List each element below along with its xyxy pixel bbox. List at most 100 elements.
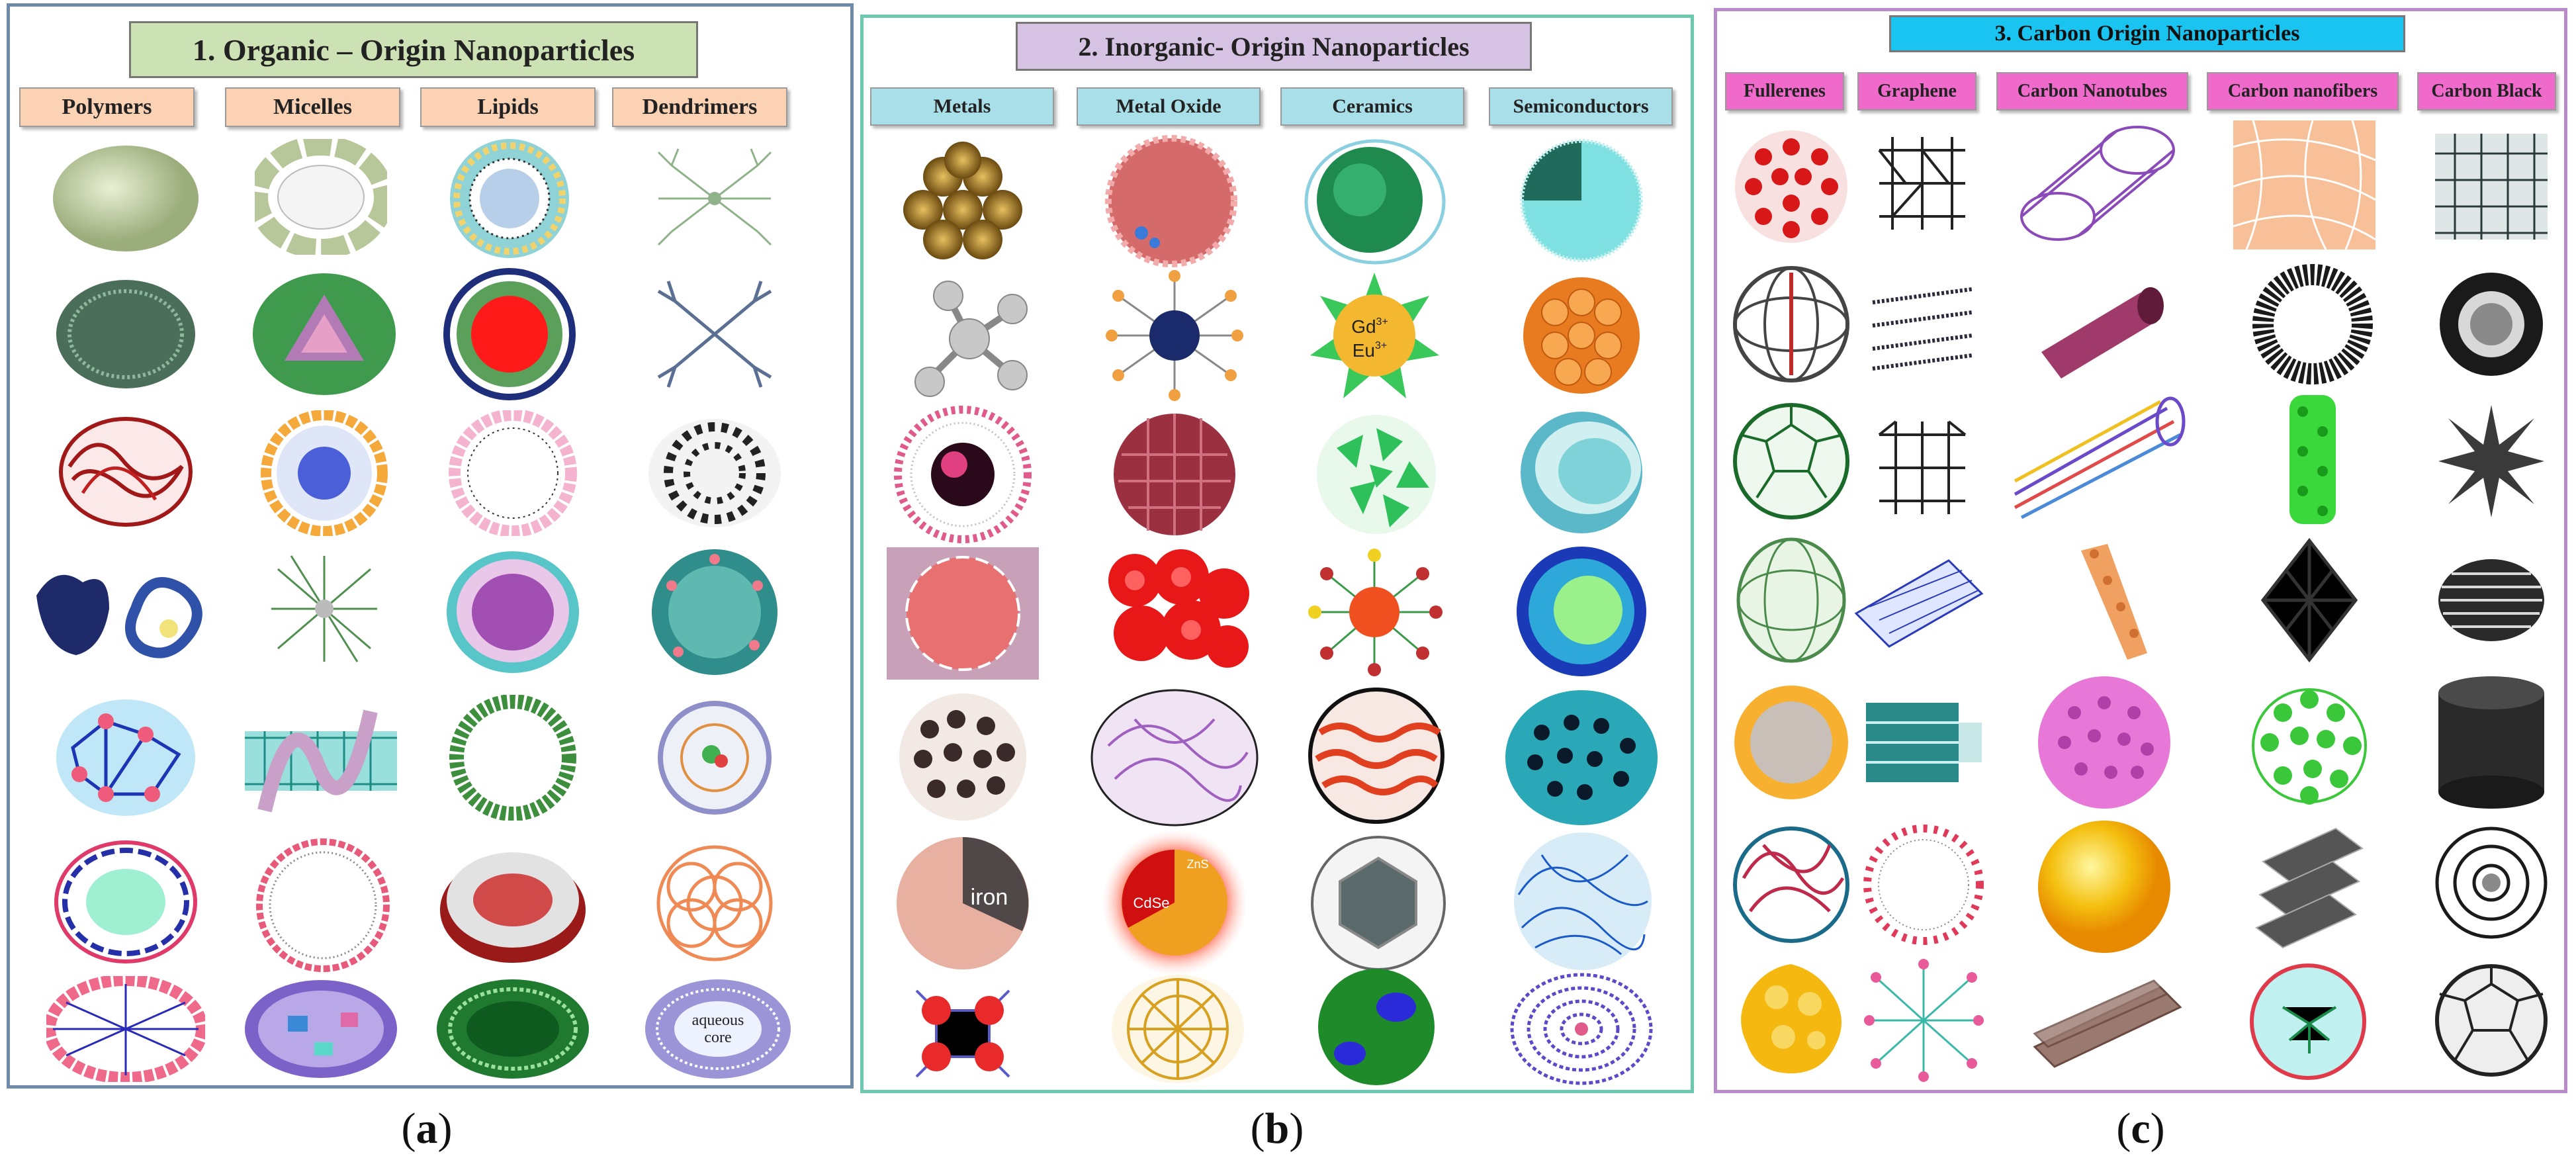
column-header-polymers: Polymers — [19, 87, 195, 127]
column-header-semiconductors: Semiconductors — [1489, 87, 1673, 126]
column-header-graphene: Graphene — [1857, 72, 1976, 111]
inorganic-panel-title: 2. Inorganic- Origin Nanoparticles — [1016, 22, 1532, 71]
nanotube-maroon-cylinder-illustration — [2028, 273, 2174, 379]
nanotube-bundle-illustration — [2028, 974, 2187, 1073]
semiconductor-faceted-illustration — [1515, 273, 1648, 398]
semiconductor-layered-illustration — [1515, 405, 1648, 541]
metal-oxide-faceted-illustration — [1108, 408, 1241, 541]
fullerene-tangle-illustration — [1730, 819, 1853, 951]
graphene-tube-illustration — [1859, 690, 1985, 795]
polymer-protein-illustration — [30, 556, 215, 668]
column-header-carbon-nanotubes: Carbon Nanotubes — [1996, 72, 2188, 111]
micelle-orange-shell-illustration — [255, 410, 394, 536]
liposome-red-disc-illustration — [437, 837, 589, 969]
metal-oxide-cage-illustration — [1108, 971, 1247, 1087]
graphene-sheet-illustration — [1849, 554, 1988, 650]
ceramic-weave-illustration — [1300, 686, 1452, 825]
organic-panel: 1. Organic – Origin Nanoparticles Polyme… — [7, 3, 854, 1089]
carbon-black-cage-illustration — [2432, 958, 2551, 1083]
nanofiber-stack-illustration — [2250, 822, 2369, 951]
carbon-black-donut-illustration — [2435, 266, 2548, 382]
column-header-dendrimers: Dendrimers — [612, 87, 787, 127]
metal-molecule-illustration — [890, 273, 1036, 405]
liposome-green-multilayer-illustration — [433, 976, 592, 1082]
fullerene-orange-shell-illustration — [1730, 676, 1853, 809]
metal-lattice-illustration — [890, 977, 1036, 1083]
fullerene-green-cage-illustration — [1730, 398, 1853, 524]
column-header-micelles: Micelles — [225, 87, 400, 127]
inorganic-panel: 2. Inorganic- Origin Nanoparticles Metal… — [860, 15, 1694, 1093]
column-header-ceramics: Ceramics — [1280, 87, 1464, 126]
column-header-lipids: Lipids — [420, 87, 596, 127]
semiconductor-fiber-sphere-illustration — [1509, 828, 1658, 974]
nanofiber-diamond-lattice-illustration — [2256, 534, 2362, 666]
liposome-bilayer-illustration — [443, 136, 576, 261]
iron-label: iron — [971, 885, 1008, 910]
column-header-carbon-black: Carbon Black — [2417, 72, 2556, 111]
caption-a: (a) — [401, 1104, 453, 1153]
zns-label: ZnS — [1186, 858, 1208, 871]
ceramic-green-blue-sphere-illustration — [1304, 967, 1449, 1087]
nanotube-multicolor-illustration — [2008, 395, 2187, 527]
liposome-purple-illustration — [443, 546, 582, 678]
polymer-nanosphere-illustration — [50, 142, 202, 255]
metal-oxide-sphere-illustration — [1102, 134, 1241, 269]
metal-porous-sphere-illustration — [890, 690, 1036, 825]
metal-cluster-illustration — [897, 137, 1029, 263]
dendrimer-black-illustration — [645, 414, 784, 533]
polymer-network-illustration — [53, 695, 199, 821]
dendrimer-blue-illustration — [645, 271, 784, 397]
nanofiber-cell-illustration — [2243, 961, 2372, 1083]
ceramic-doped-star-illustration: Gd3+ Eu3+ — [1307, 269, 1443, 402]
dendrimer-orange-illustration — [645, 840, 784, 966]
micelle-vesicle-illustration — [251, 837, 394, 973]
nanofiber-green-rod-illustration — [2280, 392, 2346, 527]
cdse-label: CdSe — [1133, 895, 1169, 911]
liposome-green-ring-illustration — [447, 695, 579, 821]
ceramic-cage-illustration — [1307, 832, 1449, 974]
semiconductor-dotted-sphere-illustration — [1502, 686, 1661, 828]
liposome-pink-illustration — [447, 410, 579, 536]
micelle-star-illustration — [265, 549, 384, 668]
nanotube-pink-sphere-illustration — [2035, 673, 2174, 812]
nanotube-cone-illustration — [2068, 541, 2154, 663]
metal-core-shell-illustration — [893, 405, 1032, 544]
nanotube-purple-mesh-illustration — [2012, 117, 2184, 249]
carbon-black-rings-illustration — [2432, 815, 2551, 951]
graphene-vesicle-illustration — [1863, 815, 1985, 954]
fullerene-yellow-blob-illustration — [1730, 958, 1853, 1080]
svg-text:Eu3+: Eu3+ — [1353, 340, 1388, 361]
column-header-carbon-nanofibers: Carbon nanofibers — [2207, 72, 2399, 111]
metal-oxide-cluster-illustration — [1095, 547, 1254, 676]
column-header-metal-oxide: Metal Oxide — [1077, 87, 1261, 126]
nanotube-yellow-sphere-illustration — [2028, 815, 2180, 958]
dendrimer-cell-illustration — [648, 698, 781, 817]
polymer-capsule-illustration — [53, 837, 199, 966]
svg-text:Gd3+: Gd3+ — [1351, 316, 1388, 337]
fullerene-red-illustration — [1730, 124, 1853, 249]
micelle-core-illustration — [248, 268, 400, 400]
metal-nanoparticle-render-illustration — [887, 547, 1039, 680]
column-header-metals: Metals — [870, 87, 1054, 126]
nanofiber-orange-mat-illustration — [2233, 120, 2376, 249]
graphene-3d-frame-illustration — [1866, 402, 1978, 521]
semiconductor-cutaway-illustration — [1515, 136, 1648, 265]
dendrimer-branch-illustration — [645, 139, 784, 258]
carbon-black-striped-sphere-illustration — [2435, 541, 2548, 660]
polymer-coil-illustration — [56, 414, 195, 529]
carbon-black-mesh-illustration — [2428, 127, 2554, 246]
carbon-black-cylinder-illustration — [2432, 673, 2551, 812]
graphene-star-micelle-illustration — [1863, 958, 1985, 1083]
column-header-fullerenes: Fullerenes — [1725, 72, 1844, 111]
liposome-red-core-illustration — [437, 268, 582, 400]
aqueous-label: aqueous — [692, 1012, 744, 1029]
nanofiber-loop-illustration — [2250, 259, 2376, 388]
carbon-panel: 3. Carbon Origin Nanoparticles Fullerene… — [1714, 8, 2567, 1093]
aqueous-core-liposome-illustration: aqueous core — [642, 976, 794, 1082]
polymer-star-micelle-illustration — [46, 976, 205, 1082]
metal-oxide-mesh-illustration — [1088, 686, 1261, 828]
organic-panel-title: 1. Organic – Origin Nanoparticles — [129, 21, 698, 78]
carbon-panel-title: 3. Carbon Origin Nanoparticles — [1889, 15, 2405, 52]
caption-c: (c) — [2116, 1104, 2165, 1153]
micelle-purple-cargo-illustration — [242, 976, 400, 1082]
